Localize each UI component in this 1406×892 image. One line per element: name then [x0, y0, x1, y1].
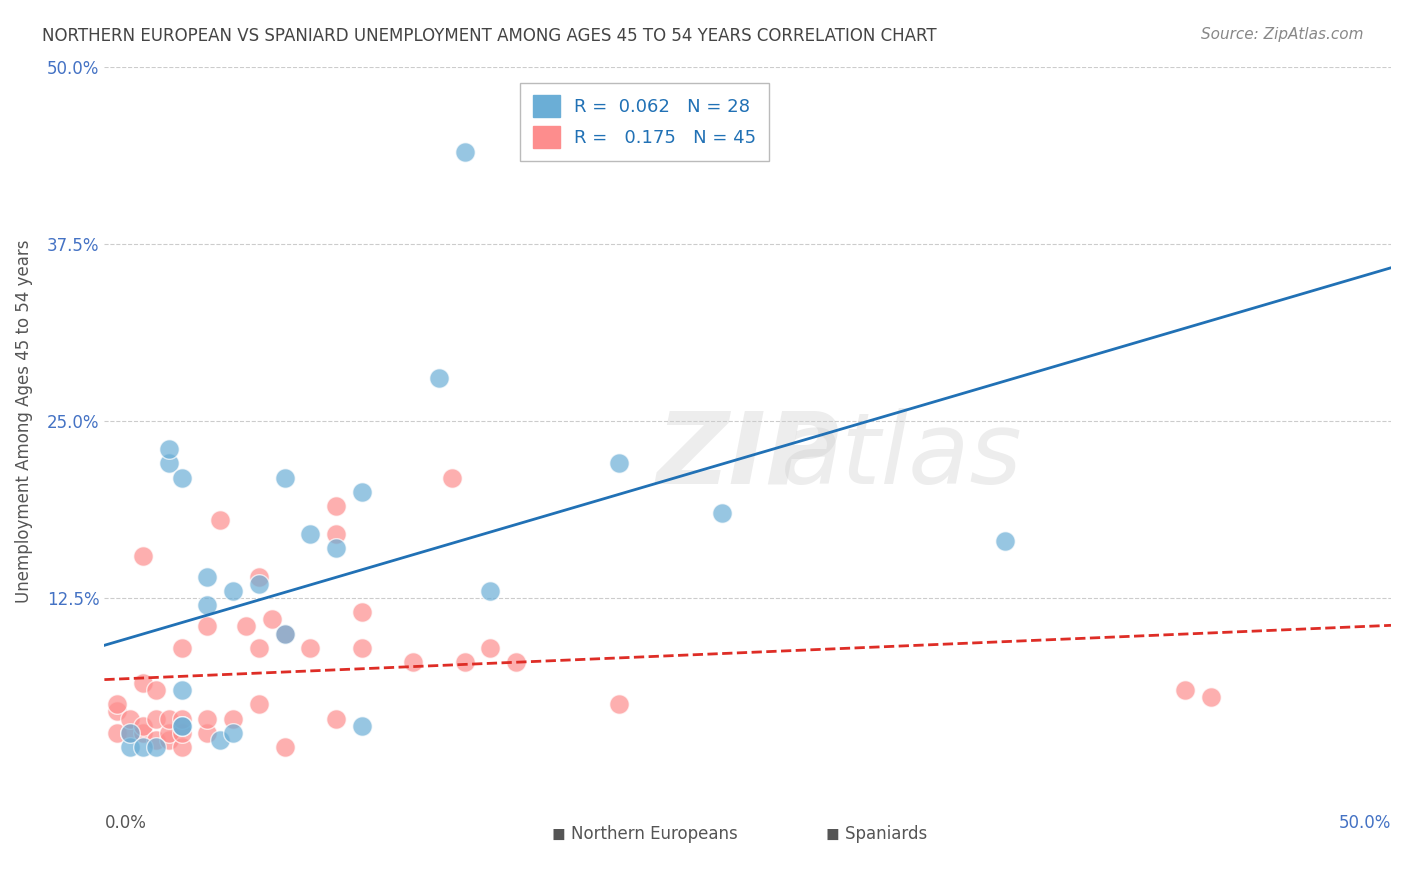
- Y-axis label: Unemployment Among Ages 45 to 54 years: Unemployment Among Ages 45 to 54 years: [15, 239, 32, 603]
- Point: [132, 718, 155, 732]
- Point: [325, 499, 347, 513]
- Point: [170, 718, 193, 732]
- Point: [170, 640, 193, 655]
- Point: [710, 506, 733, 520]
- Point: [350, 640, 373, 655]
- Point: [247, 577, 270, 591]
- Point: [479, 584, 502, 599]
- Point: [273, 739, 295, 754]
- Point: [120, 725, 142, 739]
- Point: [350, 484, 373, 499]
- Point: [273, 470, 295, 484]
- Point: [120, 739, 142, 754]
- Point: [120, 725, 142, 739]
- Point: [170, 470, 193, 484]
- Point: [222, 584, 245, 599]
- Point: [105, 725, 128, 739]
- Point: [170, 739, 193, 754]
- Point: [170, 725, 193, 739]
- Point: [325, 527, 347, 541]
- Text: Source: ZipAtlas.com: Source: ZipAtlas.com: [1201, 27, 1364, 42]
- Legend: R =  0.062   N = 28, R =   0.175   N = 45: R = 0.062 N = 28, R = 0.175 N = 45: [520, 83, 769, 161]
- Text: 50.0%: 50.0%: [1339, 814, 1391, 832]
- Point: [402, 655, 425, 669]
- Point: [105, 705, 128, 719]
- Point: [260, 612, 283, 626]
- Point: [132, 549, 155, 563]
- Point: [453, 145, 475, 159]
- Point: [453, 655, 475, 669]
- Point: [120, 712, 142, 726]
- Point: [195, 619, 218, 633]
- Point: [350, 718, 373, 732]
- Point: [170, 712, 193, 726]
- Point: [247, 698, 270, 712]
- Point: [222, 712, 245, 726]
- Point: [440, 470, 463, 484]
- Point: [145, 712, 167, 726]
- Point: [607, 457, 630, 471]
- Point: [222, 725, 245, 739]
- Point: [350, 605, 373, 619]
- Point: [505, 655, 527, 669]
- Point: [1199, 690, 1222, 705]
- Point: [157, 712, 180, 726]
- Point: [325, 712, 347, 726]
- Point: [479, 640, 502, 655]
- Point: [427, 371, 450, 385]
- Point: [235, 619, 257, 633]
- Text: atlas: atlas: [782, 408, 1024, 505]
- Text: NORTHERN EUROPEAN VS SPANIARD UNEMPLOYMENT AMONG AGES 45 TO 54 YEARS CORRELATION: NORTHERN EUROPEAN VS SPANIARD UNEMPLOYME…: [42, 27, 936, 45]
- Point: [273, 626, 295, 640]
- Point: [209, 732, 232, 747]
- Point: [170, 683, 193, 698]
- Point: [145, 732, 167, 747]
- Point: [105, 698, 128, 712]
- Text: 0.0%: 0.0%: [104, 814, 146, 832]
- Point: [157, 457, 180, 471]
- Point: [1174, 683, 1197, 698]
- Point: [157, 732, 180, 747]
- Point: [325, 541, 347, 556]
- Text: ZIP: ZIP: [657, 408, 839, 505]
- Point: [195, 712, 218, 726]
- Point: [994, 534, 1017, 549]
- Point: [157, 442, 180, 457]
- Point: [607, 698, 630, 712]
- Point: [132, 739, 155, 754]
- Point: [132, 676, 155, 690]
- Point: [195, 570, 218, 584]
- Point: [195, 598, 218, 612]
- Point: [170, 718, 193, 732]
- Point: [195, 725, 218, 739]
- Point: [299, 527, 322, 541]
- Point: [145, 683, 167, 698]
- Point: [299, 640, 322, 655]
- Text: ◼ Northern Europeans: ◼ Northern Europeans: [553, 825, 738, 843]
- Point: [209, 513, 232, 527]
- Point: [145, 739, 167, 754]
- Point: [247, 640, 270, 655]
- Point: [157, 725, 180, 739]
- Text: ◼ Spaniards: ◼ Spaniards: [825, 825, 927, 843]
- Point: [273, 626, 295, 640]
- Point: [132, 725, 155, 739]
- Point: [247, 570, 270, 584]
